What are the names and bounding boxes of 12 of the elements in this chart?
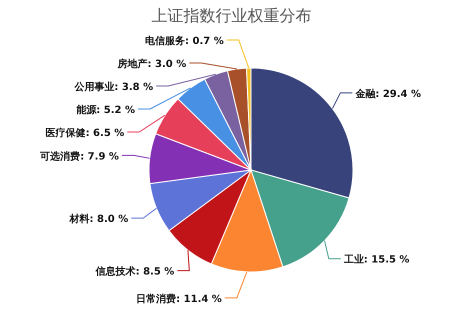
slice-label: 电信服务: 0.7 % <box>145 35 224 47</box>
slice-label: 材料: 8.0 % <box>68 213 128 226</box>
slice-label: 可选消费: 7.9 % <box>39 150 119 162</box>
slice-label: 公用事业: 3.8 % <box>73 81 154 93</box>
slice-label: 医疗保健: 6.5 % <box>46 127 124 139</box>
chart-title: 上证指数行业权重分布 <box>152 6 312 25</box>
slice-label: 金融: 29.4 % <box>354 88 421 100</box>
slice-label: 房地产: 3.0 % <box>116 58 186 70</box>
slice-label: 信息技术: 8.5 % <box>94 266 174 278</box>
slice-label: 能源: 5.2 % <box>76 104 135 116</box>
slice-label: 日常消费: 11.4 % <box>136 292 222 305</box>
slice-label: 工业: 15.5 % <box>342 254 410 266</box>
